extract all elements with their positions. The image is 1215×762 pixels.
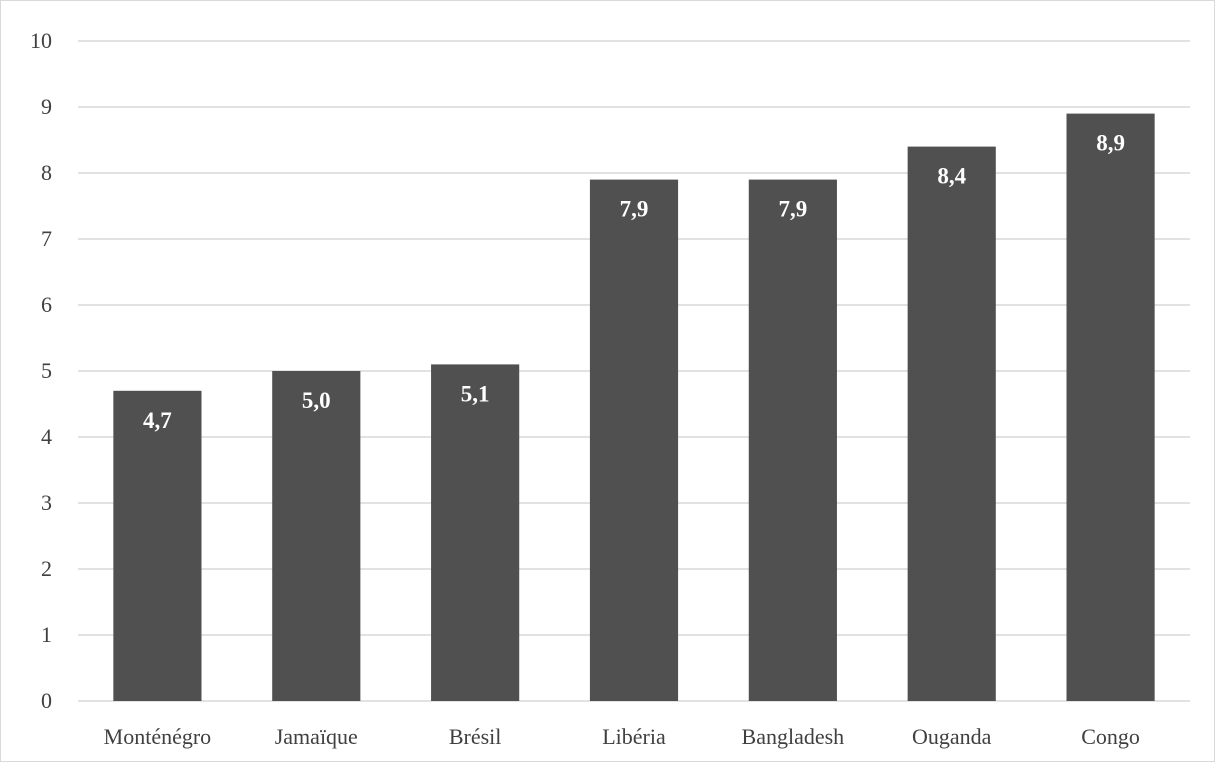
bar	[1066, 113, 1155, 702]
data-label: 4,7	[143, 408, 172, 433]
y-tick-label: 1	[41, 622, 52, 647]
x-category-label: Brésil	[449, 724, 502, 749]
x-category-label: Ouganda	[912, 724, 992, 749]
x-category-label: Bangladesh	[742, 724, 845, 749]
y-tick-label: 3	[41, 490, 52, 515]
bar	[431, 364, 520, 701]
y-tick-label: 9	[41, 94, 52, 119]
data-label: 7,9	[620, 197, 649, 222]
y-tick-label: 10	[30, 28, 52, 53]
bar	[907, 146, 996, 702]
bar	[748, 179, 837, 702]
data-label: 8,9	[1096, 131, 1125, 156]
y-axis-ticks: 0 1 2 3 4 5 6 7 8 9 10	[30, 28, 52, 713]
y-tick-label: 8	[41, 160, 52, 185]
bar	[589, 179, 679, 702]
x-category-label: Jamaïque	[275, 724, 358, 749]
y-tick-label: 7	[41, 226, 52, 251]
bars	[113, 113, 1155, 702]
data-label: 7,9	[778, 197, 807, 222]
data-label: 5,1	[461, 381, 490, 406]
y-tick-label: 6	[41, 292, 52, 317]
y-tick-label: 5	[41, 358, 52, 383]
data-label: 8,4	[937, 164, 966, 189]
y-tick-label: 2	[41, 556, 52, 581]
x-category-label: Monténégro	[104, 724, 212, 749]
y-tick-label: 0	[41, 688, 52, 713]
x-category-label: Congo	[1081, 724, 1140, 749]
x-axis-categories: Monténégro Jamaïque Brésil Libéria Banglades…	[104, 724, 1140, 749]
data-label: 5,0	[302, 388, 331, 413]
y-tick-label: 4	[41, 424, 52, 449]
data-labels: 4,7 5,0 5,1 7,9 7,9 8,4 8,9	[143, 131, 1125, 433]
bar	[113, 390, 202, 701]
bar	[272, 371, 361, 701]
x-category-label: Libéria	[602, 724, 666, 749]
gridlines	[78, 40, 1190, 702]
